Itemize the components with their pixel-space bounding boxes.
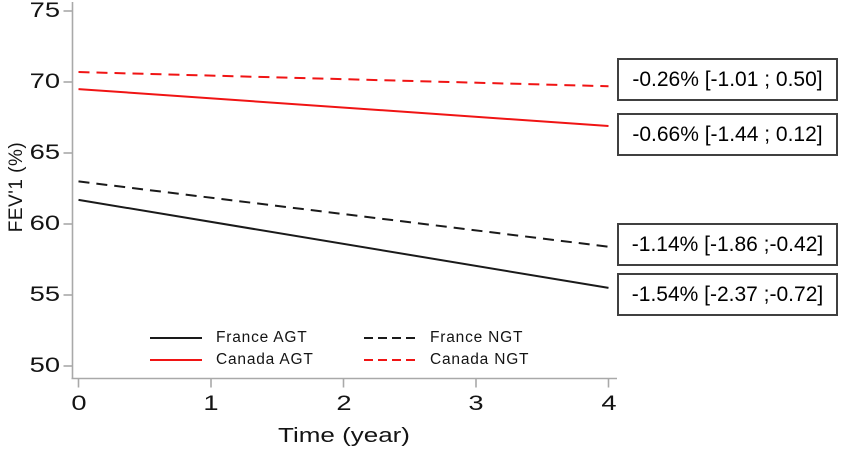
legend-swatch-france-ngt	[364, 337, 416, 339]
y-tick-label-60: 60	[29, 212, 60, 235]
x-tick-label-4: 4	[600, 392, 617, 415]
annotation-box-france-ngt: -1.14% [-1.86 ;-0.42]	[617, 223, 838, 266]
x-tick-label-0: 0	[70, 392, 87, 415]
legend-label-canada-agt: Canada AGT	[216, 351, 314, 368]
series-line-canada-ngt	[78, 71, 609, 88]
x-tick-label-2: 2	[335, 392, 352, 415]
legend-label-france-agt: France AGT	[216, 329, 308, 346]
x-axis-title: Time (year)	[278, 425, 410, 447]
legend-label-france-ngt: France NGT	[430, 329, 524, 346]
series-line-france-agt	[78, 198, 609, 289]
annotation-box-canada-agt: -0.66% [-1.44 ; 0.12]	[617, 113, 838, 156]
annotation-box-france-agt: -1.54% [-2.37 ;-0.72]	[617, 273, 838, 316]
x-tick-label-1: 1	[203, 392, 219, 415]
legend-item-canada-agt: Canada AGT	[150, 350, 364, 370]
series-line-canada-agt	[78, 88, 609, 128]
y-tick-label-65: 65	[29, 141, 60, 164]
y-axis-title: FEV'1 (%)	[6, 141, 27, 233]
y-tick-label-55: 55	[29, 283, 60, 306]
legend-swatch-canada-ngt	[364, 359, 416, 361]
legend-swatch-canada-agt	[150, 359, 202, 361]
legend-item-canada-ngt: Canada NGT	[364, 350, 578, 370]
annotation-box-canada-ngt: -0.26% [-1.01 ; 0.50]	[617, 58, 838, 101]
legend-item-france-agt: France AGT	[150, 328, 364, 348]
x-tick-label-3: 3	[468, 392, 484, 415]
y-tick-label-75: 75	[29, 0, 60, 22]
y-tick-label-50: 50	[29, 354, 60, 377]
legend-swatch-france-agt	[150, 337, 202, 339]
legend-label-canada-ngt: Canada NGT	[430, 351, 530, 368]
y-tick-label-70: 70	[29, 70, 60, 93]
legend-item-france-ngt: France NGT	[364, 328, 578, 348]
legend: France AGT France NGT Canada AGT Canada NGT	[150, 328, 578, 370]
